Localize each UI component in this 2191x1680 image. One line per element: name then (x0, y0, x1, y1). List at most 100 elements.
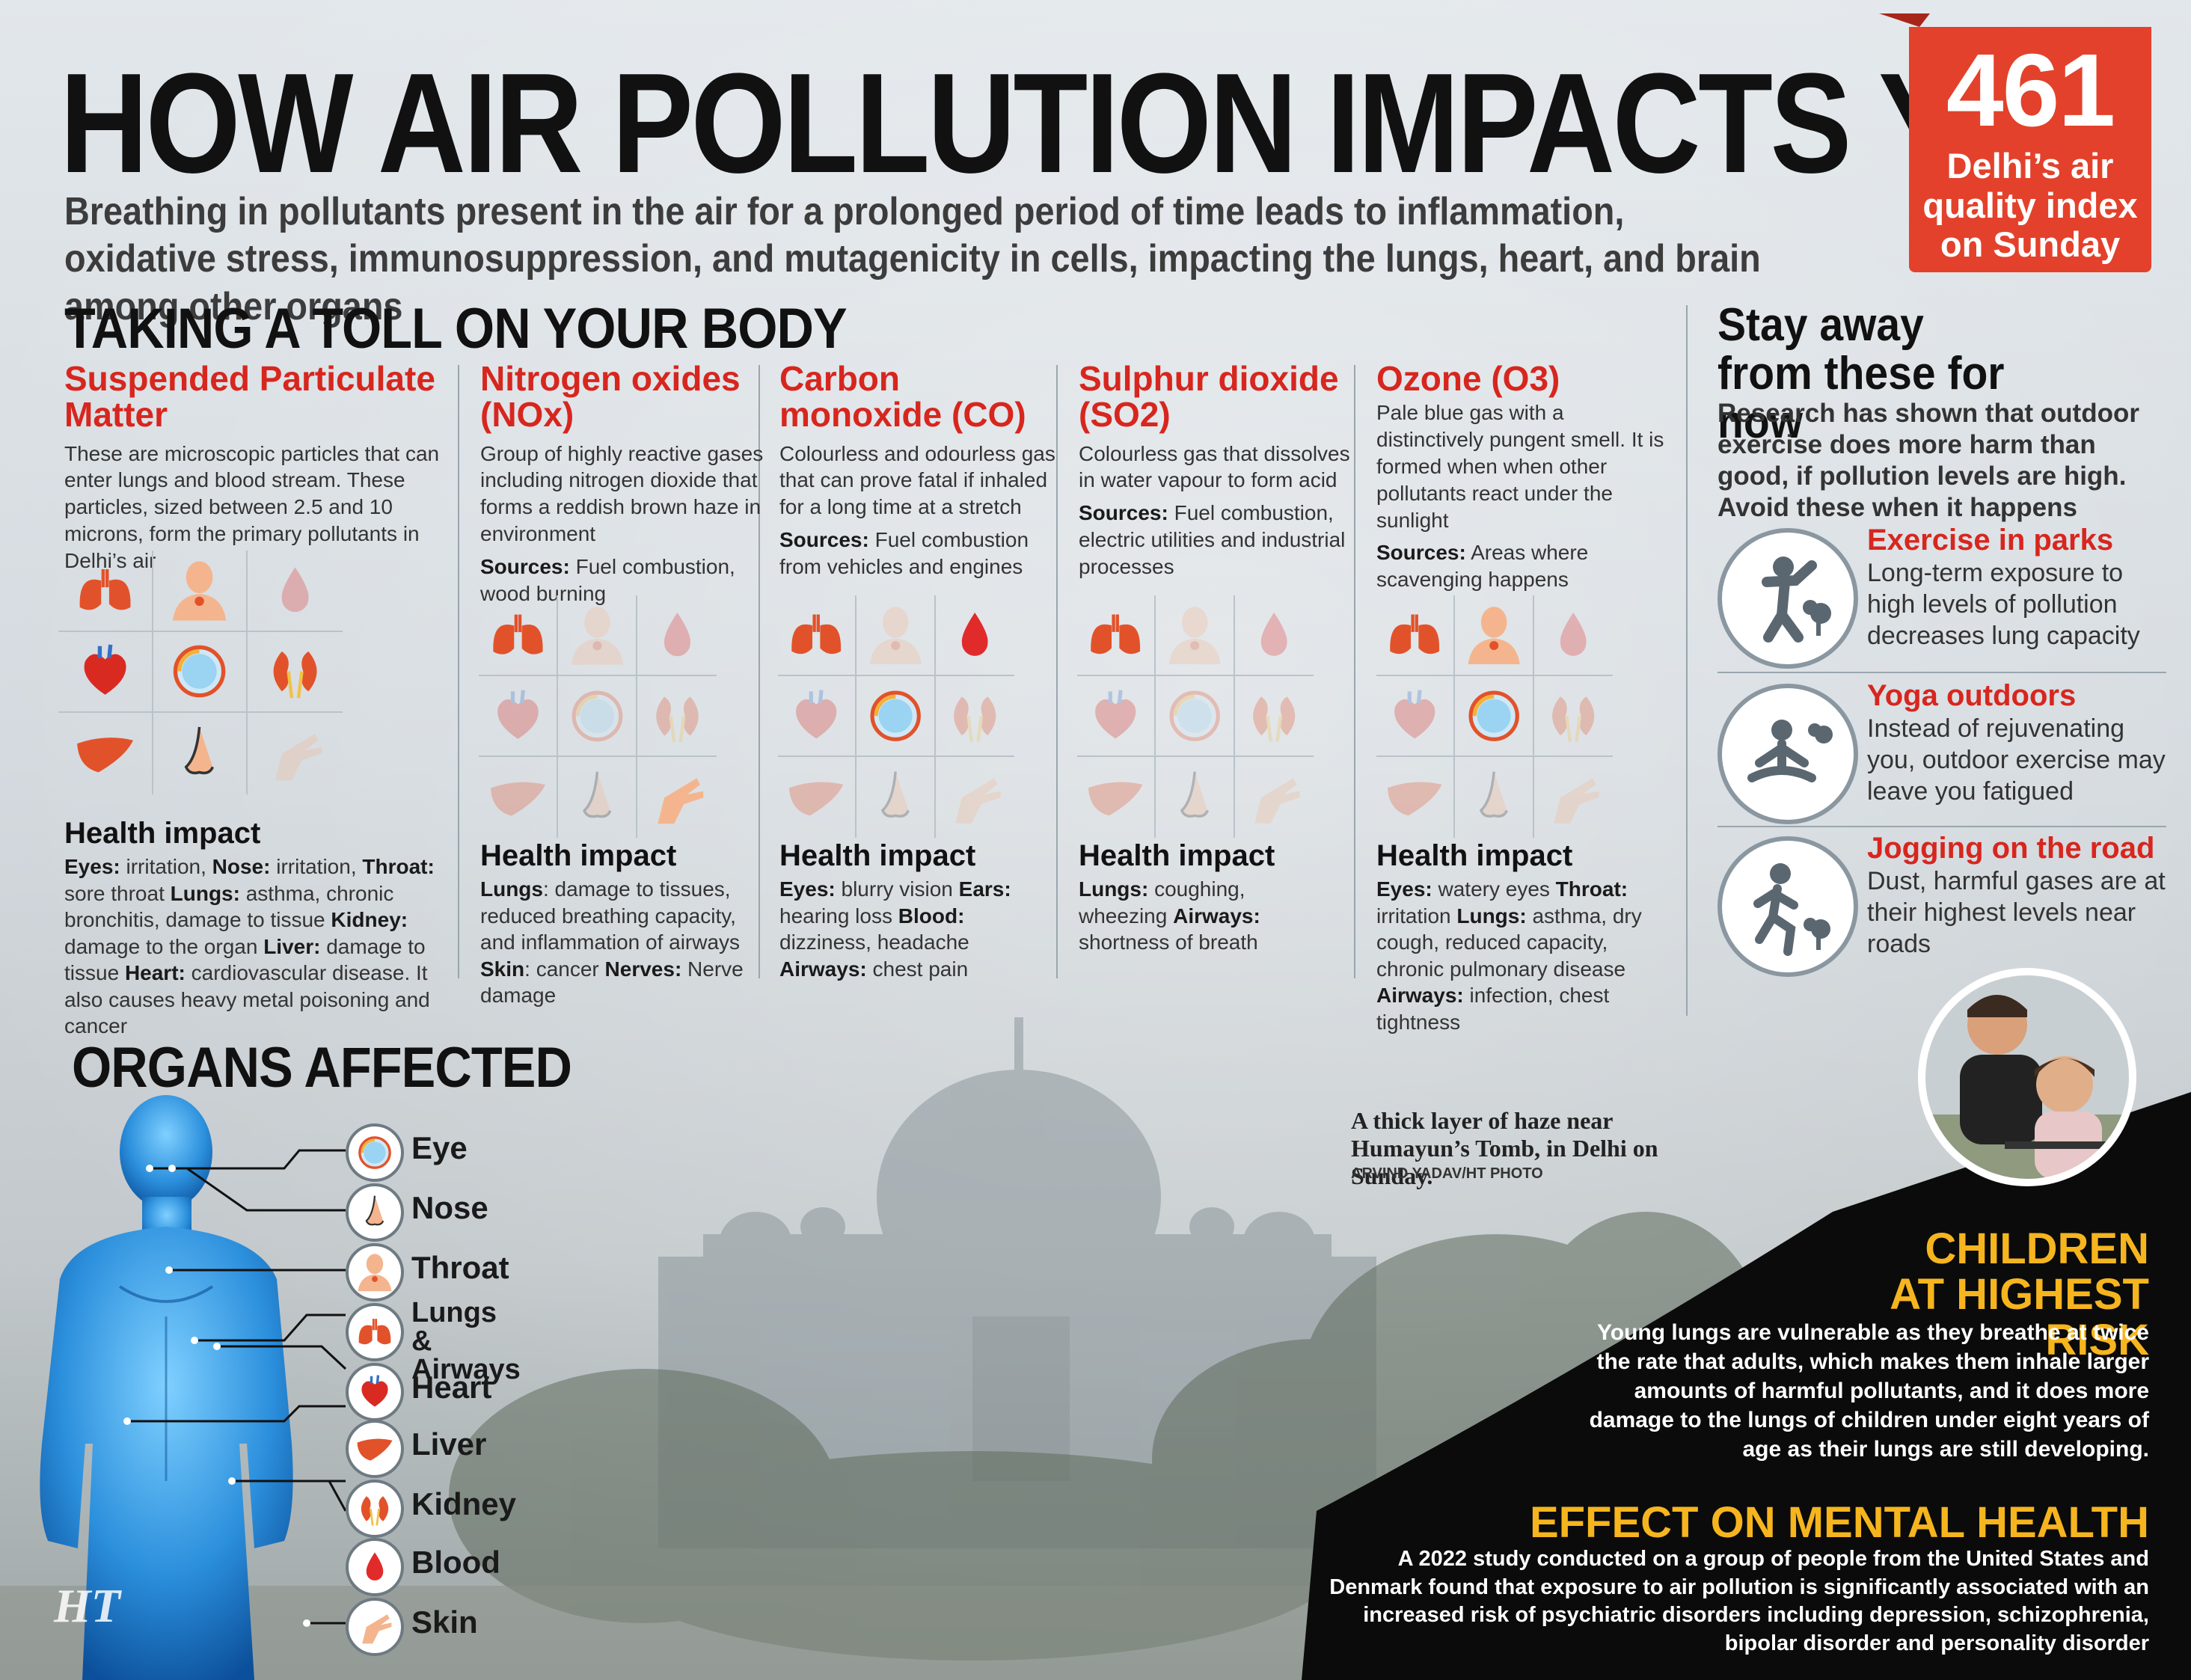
heart-icon (346, 1363, 404, 1421)
impact-description: chest pain (866, 957, 969, 981)
organ-label: Throat (411, 1250, 509, 1285)
liver-icon (1077, 757, 1156, 838)
activity-title: Yoga outdoors (1867, 679, 2077, 712)
health-impact-nox: Health impact Lungs: damage to tissues, … (480, 839, 764, 1009)
liver-icon (58, 713, 153, 794)
stay-away-title: Stay away from these for now (1717, 299, 2005, 449)
pollutant-name: Suspended Particulate Matter (64, 359, 435, 435)
column-divider (1354, 365, 1355, 978)
pollutant-name: Sulphur dioxide (SO2) (1079, 359, 1339, 435)
liver-icon (479, 757, 558, 838)
nose-icon (153, 713, 248, 794)
impact-description: coughing, wheezing (1079, 877, 1245, 928)
column-divider (759, 365, 760, 978)
impact-description: blurry vision (835, 877, 959, 901)
skin-icon (637, 757, 717, 838)
organ-label: Heart (411, 1370, 492, 1405)
impact-description: asthma, dry cough, reduced capacity, chr… (1376, 904, 1642, 981)
pollutant-co: Carbon monoxide (CO) Colourless and odou… (779, 361, 1071, 580)
organ-grid (479, 595, 717, 838)
pollutant-o3: Ozone (O3) Pale blue gas with a distinct… (1376, 361, 1668, 593)
pollutant-desc: Colourless gas that dissolves in water v… (1079, 441, 1350, 492)
organs-heading: ORGANS AFFECTED (72, 1036, 572, 1100)
column-divider (1686, 305, 1688, 1016)
impact-organ-label: Blood: (898, 904, 965, 928)
children-photo (1918, 968, 2136, 1186)
organ-label: Nose (411, 1190, 488, 1225)
activity-title: Jogging on the road (1867, 832, 2155, 865)
impact-description: irritation, (270, 855, 363, 878)
heart-icon (1376, 676, 1456, 757)
pollutant-sources: Sources: Fuel combustion, electric utili… (1079, 501, 1346, 578)
eye-icon (857, 676, 936, 757)
pollutant-name: Nitrogen oxides (NOx) (480, 359, 741, 435)
pollutant-sources: Sources: Fuel combustion, wood burning (480, 554, 735, 605)
aqi-label: Delhi’s air quality index on Sunday (1922, 146, 2138, 265)
exercise-icon (1717, 528, 1858, 669)
intro-text: Breathing in pollutants present in the a… (64, 190, 1761, 328)
impact-description: : cancer (524, 957, 605, 981)
lungs-icon (1376, 595, 1456, 676)
skin-icon (248, 713, 343, 794)
activity-yoga: Yoga outdoors Instead of rejuvenating yo… (1717, 679, 2166, 829)
lungs-icon (479, 595, 558, 676)
photo-caption: A thick layer of haze near Humayun’s Tom… (1351, 1107, 1658, 1189)
health-impact-title: Health impact (779, 839, 976, 872)
impact-description: cardiovascular disease. It also causes h… (64, 961, 430, 1038)
page-title: HOW AIR POLLUTION IMPACTS YOU (60, 44, 2138, 203)
health-impact-o3: Health impact Eyes: watery eyes Throat: … (1376, 839, 1661, 1035)
impact-organ-label: Throat: (362, 855, 435, 878)
activity-text: Dust, harmful gases are at their highest… (1867, 867, 2166, 958)
impact-organ-label: Heart: (124, 961, 186, 985)
eye-icon (346, 1123, 404, 1182)
health-impact-text: Eyes: irritation, Nose: irritation, Thro… (64, 853, 453, 1040)
impact-organ-label: Ears: (958, 877, 1011, 901)
activity-text: Long-term exposure to high levels of pol… (1867, 559, 2140, 650)
children-title: CHILDREN AT HIGHEST RISK (1890, 1224, 2149, 1364)
jogging-icon (1717, 836, 1858, 977)
impact-description: Nerve damage (480, 957, 744, 1008)
nose-icon (346, 1183, 404, 1242)
pollutant-sources: Sources: Fuel combustion from vehicles a… (779, 528, 1029, 578)
impact-description: shortness of breath (1079, 931, 1258, 954)
divider (1717, 672, 2166, 673)
impact-description: damage to the organ (64, 934, 264, 958)
activity-jogging: Jogging on the road Dust, harmful gases … (1717, 832, 2166, 981)
impact-organ-label: Airways: (779, 957, 867, 981)
aqi-fold (1879, 13, 1930, 27)
nose-icon (1156, 757, 1235, 838)
blood-icon (248, 551, 343, 632)
skin-icon (936, 757, 1014, 838)
mental-health-text: A 2022 study conducted on a group of peo… (1329, 1547, 2149, 1656)
health-impact-text: Eyes: blurry vision Ears: hearing loss B… (779, 876, 1056, 982)
throat-icon (346, 1243, 404, 1302)
organ-grid (58, 551, 343, 794)
activity-title: Exercise in parks (1867, 524, 2114, 557)
liver-icon (1376, 757, 1456, 838)
throat-icon (1156, 595, 1235, 676)
health-impact-text: Lungs: damage to tissues, reduced breath… (480, 876, 764, 1009)
impact-organ-label: Lungs (480, 877, 543, 901)
impact-organ-label: Kidney: (331, 908, 408, 932)
pollutant-desc: These are microscopic particles that can… (64, 441, 440, 572)
organ-label: Eye (411, 1130, 468, 1165)
impact-organ-label: Nerves: (604, 957, 682, 981)
activity-text: Instead of rejuvenating you, outdoor exe… (1867, 714, 2166, 806)
skin-icon (346, 1598, 404, 1656)
lungs-icon (778, 595, 857, 676)
impact-organ-label: Airways: (1173, 904, 1260, 928)
stay-away-section: Stay away from these for now (1717, 301, 2032, 447)
mental-health-title: EFFECT ON MENTAL HEALTH (1529, 1498, 2149, 1547)
organ-grid (1376, 595, 1613, 838)
pollutant-name: Carbon monoxide (CO) (779, 359, 1026, 435)
kidney-icon (1533, 676, 1613, 757)
blood-icon (346, 1538, 404, 1596)
impact-organ-label: Skin (480, 957, 525, 981)
dark-panel (1302, 1092, 2191, 1680)
pollutant-desc: Group of highly reactive gases including… (480, 441, 764, 546)
throat-icon (558, 595, 637, 676)
health-impact-title: Health impact (480, 839, 677, 872)
health-impact-title: Health impact (1079, 839, 1275, 872)
